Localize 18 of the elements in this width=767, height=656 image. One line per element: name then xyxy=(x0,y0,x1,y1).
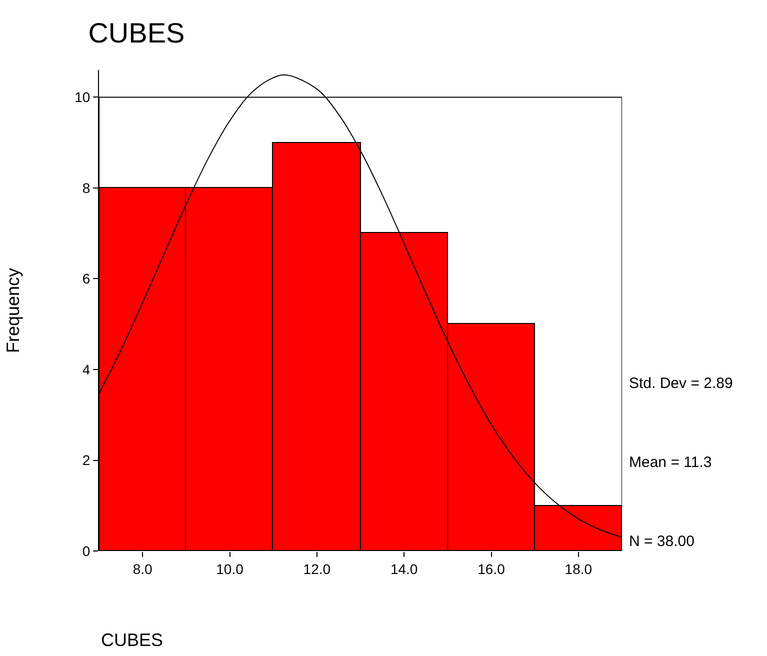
x-tick-label: 10.0 xyxy=(216,560,244,577)
y-tick-label: 8 xyxy=(82,180,90,196)
chart-title: CUBES xyxy=(88,18,185,49)
x-tick-label: 18.0 xyxy=(564,560,592,577)
y-tick-label: 10 xyxy=(74,89,90,106)
x-tick-label: 16.0 xyxy=(478,560,506,577)
x-tick-label: 8.0 xyxy=(132,560,153,577)
y-tick-label: 0 xyxy=(82,542,90,559)
y-tick-label: 2 xyxy=(82,452,90,468)
x-tick-label: 12.0 xyxy=(303,560,331,577)
x-tick-label: 14.0 xyxy=(390,560,418,577)
y-axis-title: Frequency xyxy=(2,268,23,354)
y-tick-label: 6 xyxy=(82,270,90,287)
y-tick-label: 4 xyxy=(82,361,90,378)
text: Mean = 11.3 xyxy=(629,454,712,471)
x-axis-title: CUBES xyxy=(101,630,164,650)
text: Std. Dev = 2.89 xyxy=(629,375,733,392)
text: N = 38.00 xyxy=(629,533,694,550)
